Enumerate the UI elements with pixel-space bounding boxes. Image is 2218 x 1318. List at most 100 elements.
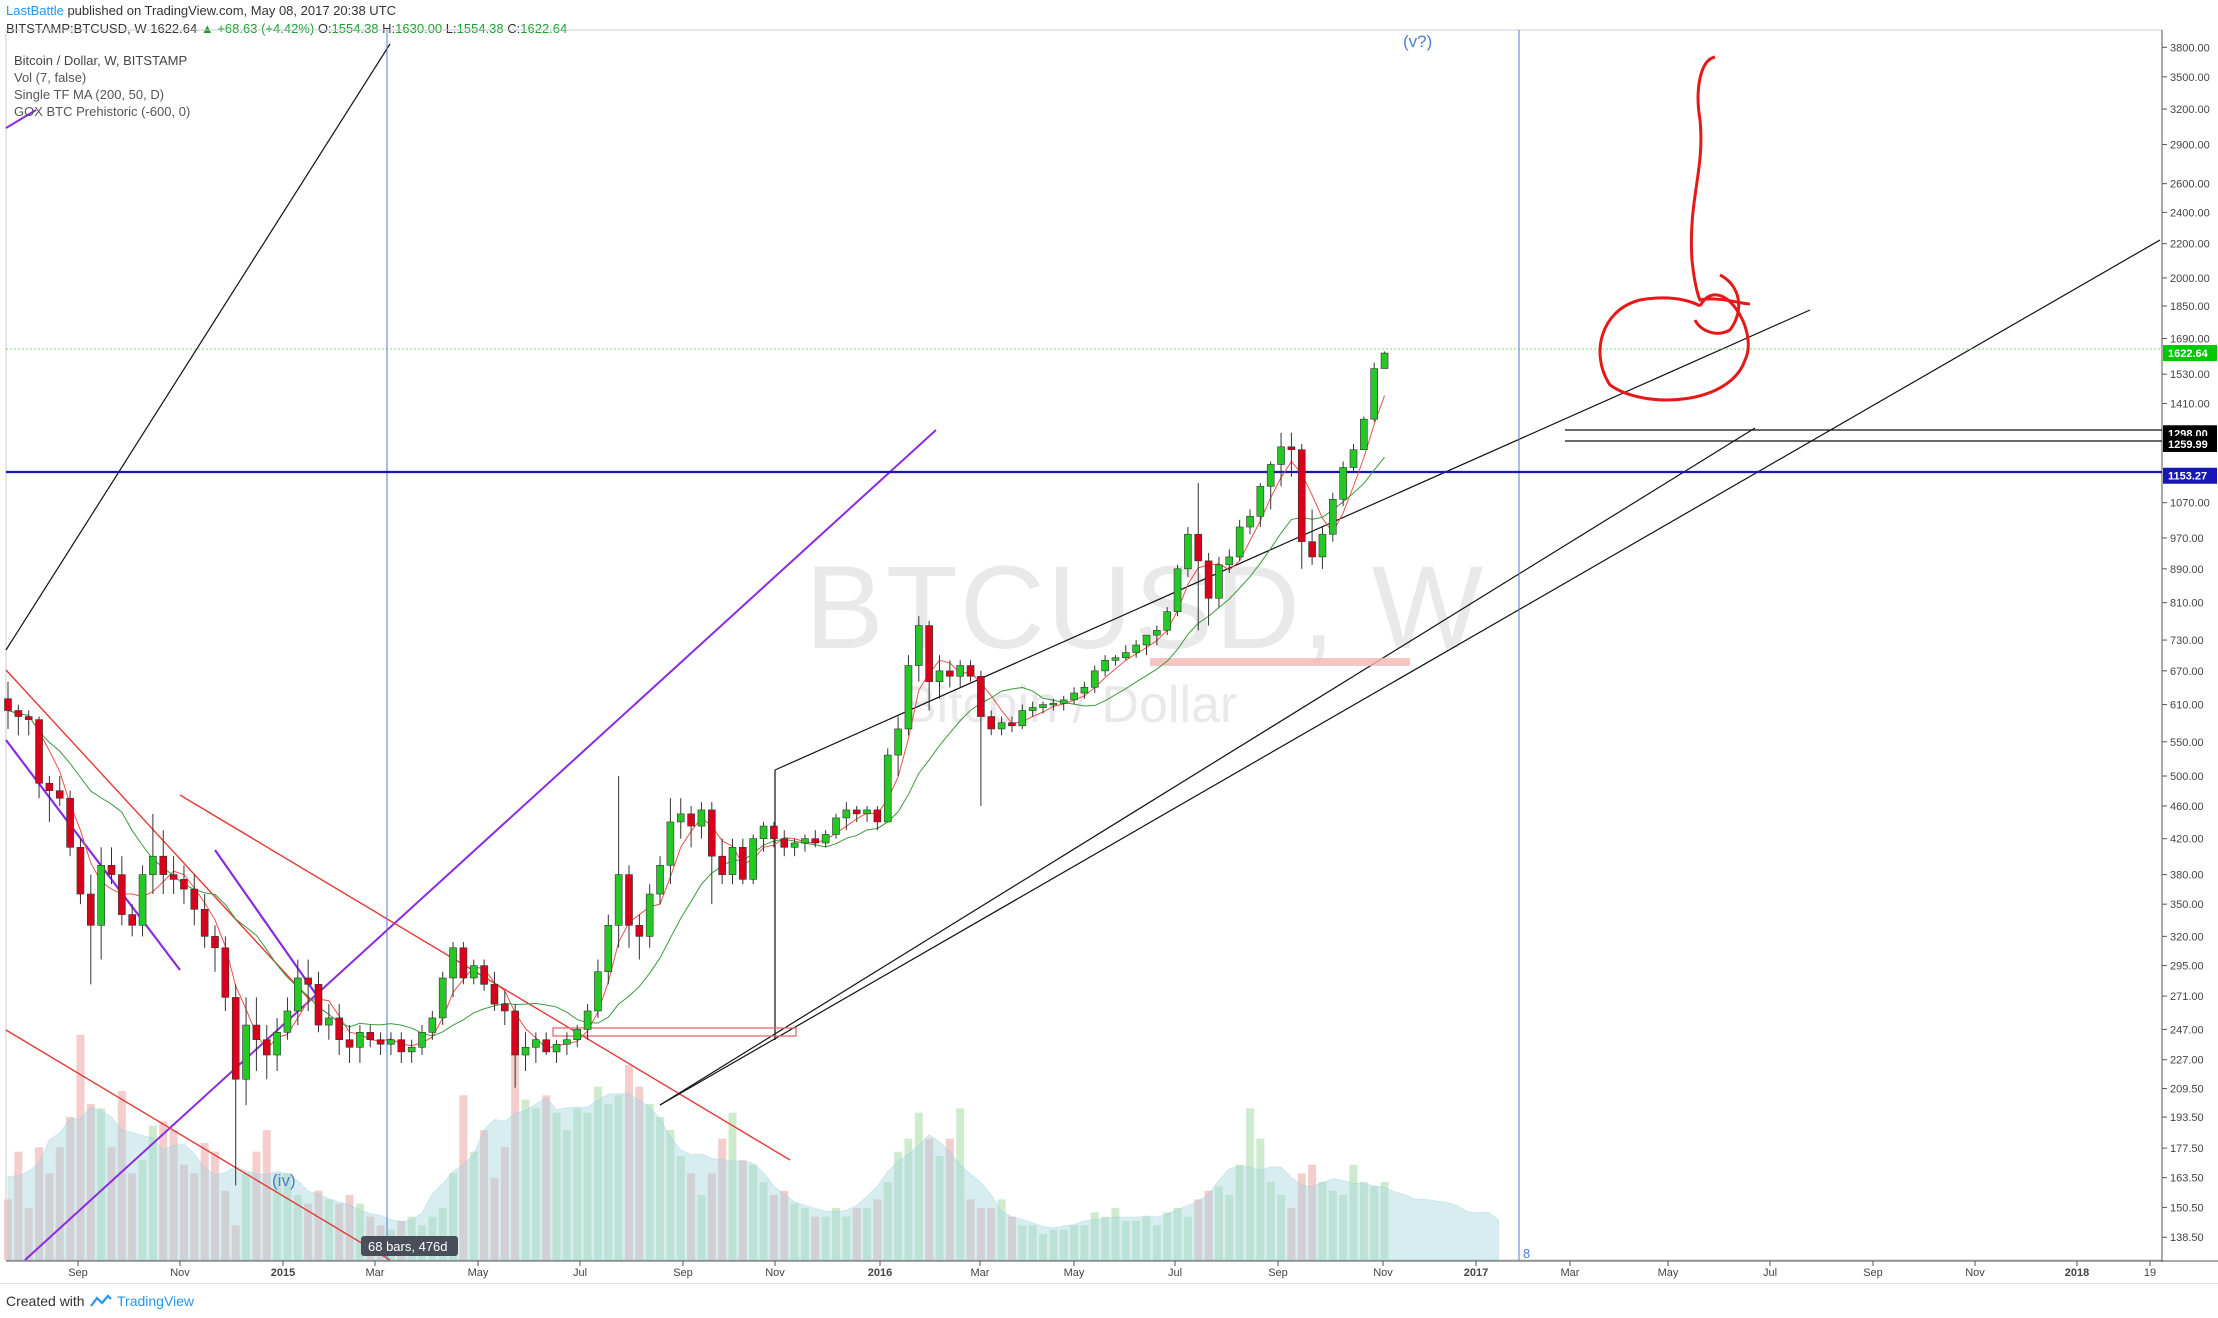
candle-body [1329, 499, 1337, 535]
close-label: C: [507, 21, 521, 36]
candle-body [76, 847, 85, 895]
tradingview-link[interactable]: TradingView [117, 1293, 195, 1309]
candle-body [159, 855, 168, 875]
candle-body [656, 864, 664, 895]
volume-bar [573, 1108, 582, 1260]
time-tick-label: Sep [1268, 1267, 1288, 1279]
ohlc-line: BITSTAMP:BTCUSD, W 1622.64 ▲ +68.63 (+4.… [6, 21, 567, 36]
volume-bar [1380, 1182, 1389, 1260]
price-tick-label: 177.50 [2170, 1143, 2204, 1155]
candle-body [180, 879, 188, 890]
price-tick-label: 3200.00 [2170, 104, 2210, 116]
volume-bar [583, 1112, 592, 1260]
time-tick-label: Mar [366, 1267, 385, 1279]
volume-bar [1297, 1173, 1306, 1260]
candle-body [625, 874, 633, 926]
price-tick-label: 193.50 [2170, 1112, 2204, 1124]
volume-bar [490, 1177, 499, 1260]
volume-bar [780, 1190, 789, 1260]
candle-body [1308, 541, 1316, 558]
volume-bar [1080, 1225, 1089, 1260]
upper-channel-line [659, 427, 1756, 1106]
low-value: 1554.38 [456, 21, 504, 36]
volume-bar [1049, 1229, 1058, 1260]
volume-bar [1287, 1208, 1296, 1260]
volume-bars [4, 1034, 1389, 1260]
black-trendline-steep [5, 43, 391, 651]
lower-channel-line [659, 239, 2161, 1106]
time-tick-label: Nov [1965, 1267, 1985, 1279]
volume-bar [800, 1208, 809, 1260]
volume-bar [159, 1121, 168, 1260]
time-tick-label: 2015 [271, 1267, 295, 1279]
candle-body [1039, 704, 1047, 708]
candle-body [707, 809, 716, 857]
candle-body [666, 821, 675, 866]
volume-bar [842, 1216, 851, 1260]
volume-bar [138, 1160, 147, 1260]
volume-bar [345, 1195, 354, 1260]
volume-bar [790, 1203, 799, 1260]
price-chart[interactable]: 3800.00 3500.00 3200.00 2900.00 2600.00 2400.… [0, 0, 2218, 1283]
candle-body [407, 1046, 416, 1053]
volume-bar [335, 1203, 344, 1260]
created-with-text: Created with [6, 1293, 85, 1309]
volume-bar [1308, 1164, 1317, 1260]
volume-bar [821, 1216, 830, 1260]
candle-body [883, 754, 892, 823]
price-tick-label: 970.00 [2170, 533, 2204, 545]
open-label: O: [317, 21, 332, 36]
time-tick-label: Mar [1561, 1267, 1580, 1279]
candle-body [293, 977, 302, 1012]
volume-bar [169, 1130, 178, 1260]
volume-bar [148, 1125, 157, 1260]
candle-body [1380, 352, 1389, 369]
candle-body [521, 1046, 530, 1056]
candle-body [1225, 556, 1234, 566]
candle-body [966, 665, 975, 677]
candle-body [759, 825, 768, 839]
candle-body [45, 782, 54, 791]
candle-body [852, 809, 861, 815]
volume-bar [614, 1095, 623, 1260]
author-link[interactable]: LastBattle [6, 3, 64, 18]
candle-body [55, 790, 64, 799]
candle-body [35, 719, 43, 784]
candle-body [790, 842, 799, 848]
candle-body [904, 665, 913, 730]
candle-body [1277, 446, 1285, 465]
candle-body [914, 625, 923, 666]
price-label: 1259.99 [2168, 439, 2208, 451]
volume-bar [666, 1130, 675, 1260]
volume-bar [1277, 1195, 1286, 1260]
time-tick-label: Sep [673, 1267, 693, 1279]
time-tick-label: May [1658, 1267, 1679, 1279]
volume-bar [107, 1147, 116, 1260]
volume-bar [852, 1208, 861, 1260]
price-tick-label: 163.50 [2170, 1173, 2204, 1185]
price-axis: 3800.00 3500.00 3200.00 2900.00 2600.00 2400.… [2162, 42, 2210, 1244]
candle-body [314, 984, 323, 1026]
price-tick-label: 138.50 [2170, 1232, 2204, 1244]
candle-body [770, 825, 778, 839]
candle-body [459, 947, 468, 979]
price-tick-label: 2000.00 [2170, 273, 2210, 285]
candle-body [418, 1032, 426, 1048]
volume-bar [231, 1225, 240, 1260]
candle-body [635, 925, 644, 937]
volume-bar [1328, 1190, 1337, 1260]
red-arrow-stroke [1689, 55, 1751, 306]
candle-body [1297, 449, 1306, 542]
candle-body [1360, 418, 1368, 450]
volume-bar [449, 1173, 458, 1260]
volume-bar [76, 1034, 85, 1260]
last-price: 1622.64 [150, 21, 198, 36]
candle-body [1090, 670, 1099, 688]
candle-body [749, 838, 758, 880]
volume-bar [324, 1199, 333, 1260]
candle-body [128, 914, 136, 926]
price-label: 1153.27 [2168, 471, 2207, 483]
time-tick-label: 2017 [1464, 1267, 1488, 1279]
time-tick-label: Nov [1373, 1267, 1393, 1279]
price-tick-label: 209.50 [2170, 1084, 2204, 1096]
